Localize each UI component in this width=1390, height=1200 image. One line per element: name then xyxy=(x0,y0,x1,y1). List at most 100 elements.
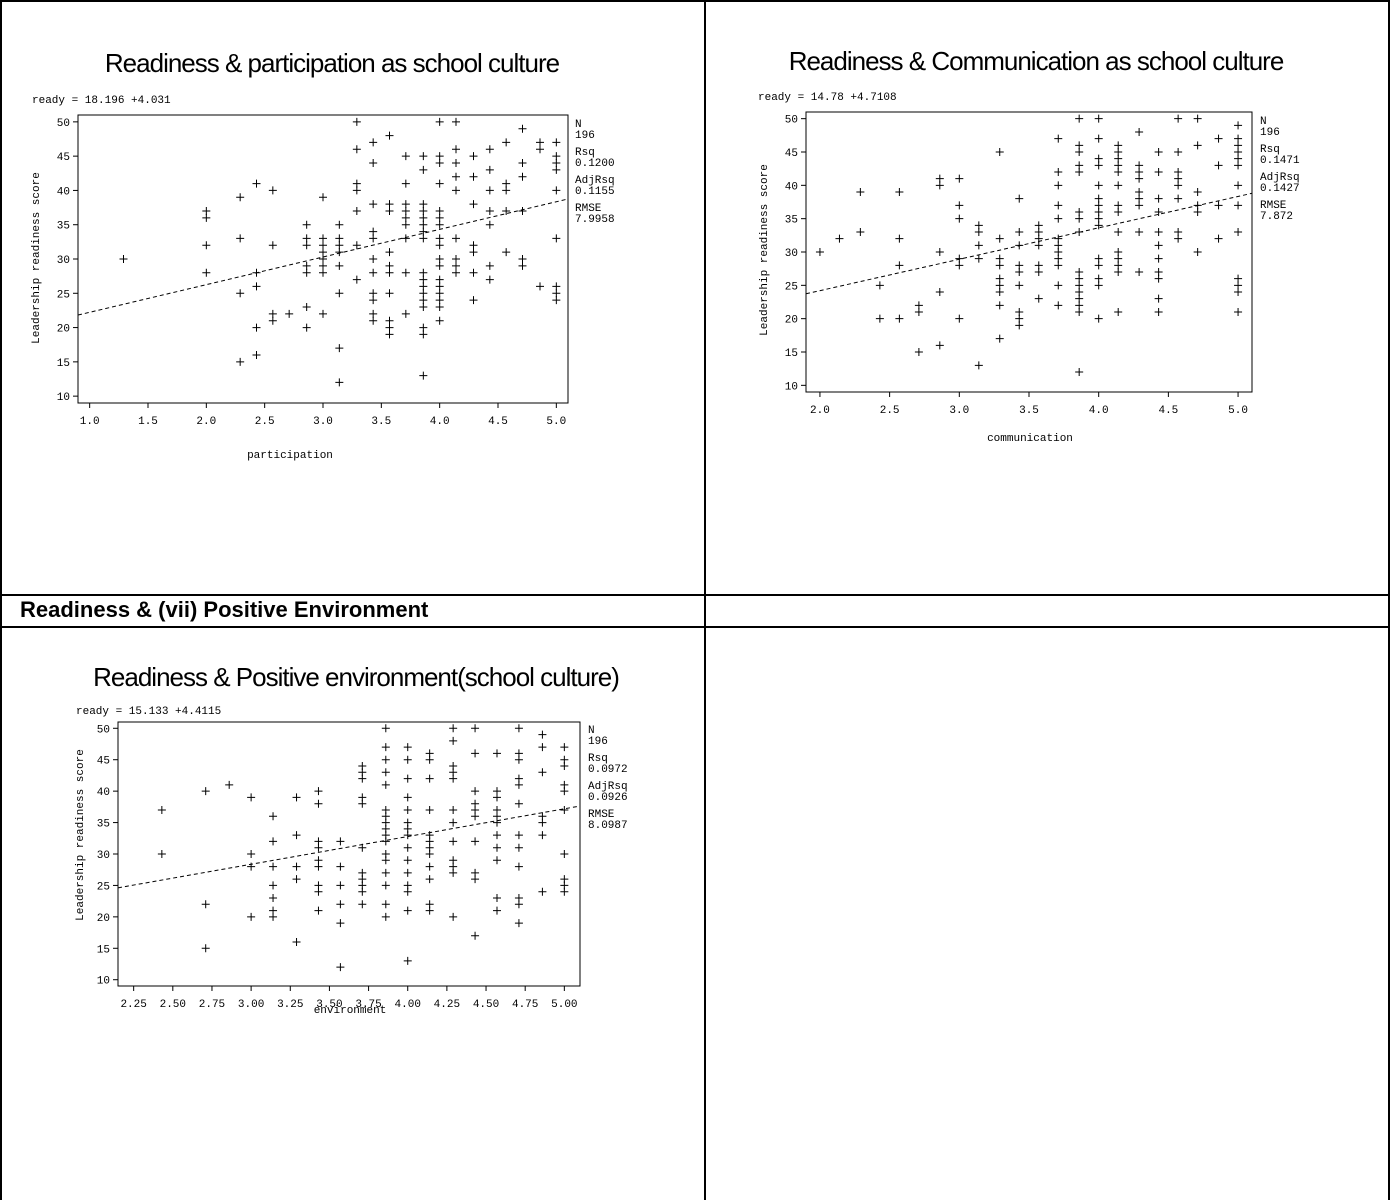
x-tick-label: 3.0 xyxy=(949,405,969,417)
data-point xyxy=(1094,114,1103,123)
data-point xyxy=(935,181,944,190)
data-point xyxy=(403,806,412,814)
data-point xyxy=(471,787,480,796)
data-point xyxy=(1075,301,1084,310)
data-point xyxy=(268,186,277,195)
data-point xyxy=(236,234,245,243)
data-point xyxy=(485,275,494,284)
data-point xyxy=(319,309,327,318)
data-point xyxy=(1054,214,1063,223)
data-point xyxy=(875,314,884,323)
data-point xyxy=(1075,141,1084,150)
data-point xyxy=(1114,168,1123,176)
data-point xyxy=(269,881,278,890)
data-point xyxy=(469,200,478,209)
data-point xyxy=(381,912,390,921)
data-point xyxy=(435,282,444,291)
data-point xyxy=(1075,161,1084,170)
data-point xyxy=(1015,261,1024,270)
stat-value: 8.0987 xyxy=(588,820,628,832)
data-point xyxy=(538,768,547,777)
data-point xyxy=(485,145,494,154)
data-point xyxy=(336,881,345,890)
data-point xyxy=(385,289,394,298)
data-point xyxy=(449,868,458,877)
data-point xyxy=(955,314,964,323)
data-point xyxy=(369,159,378,167)
data-point xyxy=(236,357,245,366)
data-point xyxy=(1193,248,1202,256)
data-point xyxy=(552,159,561,167)
data-point xyxy=(485,165,494,174)
data-point xyxy=(157,806,166,814)
data-point xyxy=(856,228,865,236)
data-point xyxy=(385,268,394,277)
data-point xyxy=(1154,194,1163,203)
data-point xyxy=(514,831,523,840)
data-point xyxy=(502,207,511,215)
data-point xyxy=(449,736,458,745)
data-point xyxy=(452,159,460,167)
data-point xyxy=(1154,308,1163,316)
data-point xyxy=(1114,268,1123,276)
data-point xyxy=(1135,161,1144,170)
data-point xyxy=(1054,134,1063,143)
stat-value: 0.0972 xyxy=(588,764,628,776)
x-axis-label: communication xyxy=(987,433,1073,445)
y-tick-label: 40 xyxy=(57,186,70,198)
data-point xyxy=(336,862,345,871)
data-point xyxy=(381,780,390,789)
data-point xyxy=(538,818,547,827)
x-tick-label: 2.0 xyxy=(196,416,216,428)
y-tick-label: 25 xyxy=(785,281,798,293)
data-point xyxy=(314,843,323,852)
data-point xyxy=(492,894,501,902)
data-point xyxy=(335,248,344,257)
data-point xyxy=(1015,194,1024,203)
data-point xyxy=(425,906,434,915)
data-point xyxy=(268,309,277,318)
data-point xyxy=(895,234,904,243)
data-point xyxy=(1135,201,1144,210)
data-point xyxy=(452,145,460,154)
data-point xyxy=(552,234,561,243)
data-point xyxy=(552,165,561,174)
data-point xyxy=(352,186,361,195)
data-point xyxy=(1054,201,1063,210)
x-tick-label: 4.50 xyxy=(473,999,499,1011)
data-point xyxy=(1075,214,1084,223)
stat-label: N xyxy=(1260,116,1267,128)
data-point xyxy=(435,207,444,215)
data-point xyxy=(157,850,166,858)
stat-value: 196 xyxy=(588,736,608,748)
data-point xyxy=(518,255,527,263)
y-axis-label: Leadership readiness score xyxy=(75,749,87,921)
data-point xyxy=(419,282,428,291)
y-tick-label: 30 xyxy=(785,248,798,260)
data-point xyxy=(419,227,428,236)
y-tick-label: 50 xyxy=(97,724,110,736)
data-point xyxy=(236,193,245,202)
data-point xyxy=(560,743,569,752)
x-tick-label: 4.00 xyxy=(395,999,421,1011)
data-point xyxy=(403,906,412,915)
y-tick-label: 10 xyxy=(57,392,70,404)
data-point xyxy=(856,188,865,196)
data-point xyxy=(1234,281,1243,290)
data-point xyxy=(435,241,444,250)
data-point xyxy=(1234,228,1243,236)
data-point xyxy=(302,323,311,332)
data-point xyxy=(352,241,361,250)
stat-value: 7.9958 xyxy=(575,214,615,226)
data-point xyxy=(538,743,547,752)
plot-frame xyxy=(117,721,581,987)
x-tick-label: 2.75 xyxy=(199,999,225,1011)
data-point xyxy=(560,806,569,814)
data-point xyxy=(452,261,460,270)
data-point xyxy=(435,117,444,126)
data-point xyxy=(268,241,277,250)
data-point xyxy=(1094,261,1103,270)
data-point xyxy=(514,843,523,852)
data-point xyxy=(514,799,523,808)
table-cell-bottom-right xyxy=(704,626,1390,1200)
